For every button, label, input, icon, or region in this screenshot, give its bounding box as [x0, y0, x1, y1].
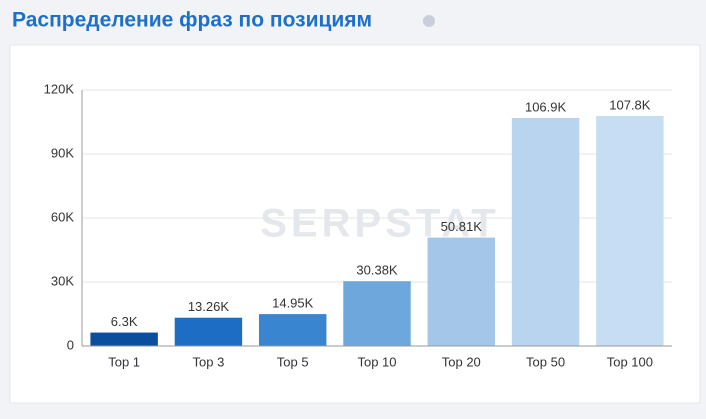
bar: [511, 117, 580, 347]
value-label: 107.8K: [609, 97, 651, 112]
value-label: 6.3K: [111, 314, 138, 329]
value-label: 50.81K: [441, 219, 483, 234]
bar: [259, 314, 327, 346]
y-tick-label: 60K: [51, 209, 74, 224]
chart-title: Распределение фраз по позициям: [12, 9, 372, 32]
x-tick-label: Top 20: [442, 354, 481, 369]
bar: [427, 237, 495, 346]
y-tick-label: 0: [67, 337, 74, 352]
x-tick-label: Top 1: [108, 354, 140, 369]
x-tick-label: Top 10: [357, 354, 396, 369]
y-tick-label: 90K: [51, 145, 74, 160]
info-icon[interactable]: [423, 15, 435, 27]
bar: [343, 281, 411, 346]
x-tick-label: Top 3: [193, 354, 225, 369]
value-label: 30.38K: [356, 263, 398, 278]
value-label: 13.26K: [188, 299, 230, 314]
y-tick-label: 120K: [44, 81, 75, 96]
x-tick-label: Top 5: [277, 354, 309, 369]
x-tick-label: Top 50: [526, 354, 565, 369]
x-tick-label: Top 100: [607, 354, 653, 369]
bar: [596, 116, 664, 346]
value-label: 14.95K: [272, 296, 314, 311]
bar: [90, 332, 158, 346]
value-label: 106.9K: [525, 99, 567, 114]
y-tick-label: 30K: [51, 273, 74, 288]
bar: [174, 317, 243, 346]
